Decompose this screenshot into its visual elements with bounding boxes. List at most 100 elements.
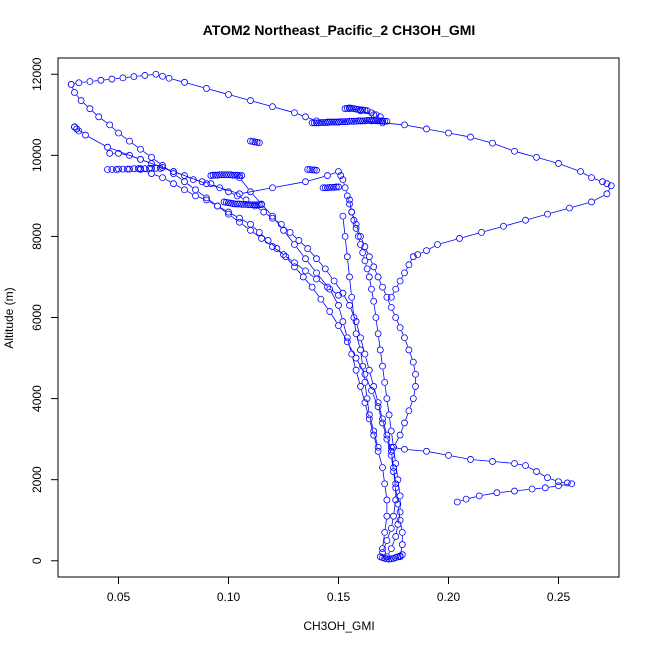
data-point	[225, 199, 232, 207]
connector-line	[83, 102, 88, 107]
data-point	[302, 267, 309, 275]
data-point	[603, 180, 611, 188]
data-point	[599, 178, 606, 186]
data-point	[291, 263, 298, 271]
data-point	[383, 435, 391, 443]
data-point	[152, 70, 160, 78]
data-point	[500, 222, 507, 230]
connector-line	[413, 365, 416, 371]
connector-line	[353, 320, 357, 331]
data-point	[374, 273, 382, 281]
data-point	[354, 117, 362, 125]
data-point	[218, 171, 226, 179]
connector-line	[594, 195, 604, 201]
data-point	[335, 301, 342, 309]
connector-line	[121, 134, 127, 140]
data-point	[291, 241, 298, 248]
connector-line	[252, 194, 260, 202]
connector-line	[331, 292, 338, 303]
data-point	[401, 419, 408, 427]
data-point	[387, 447, 395, 455]
data-point	[222, 171, 230, 179]
connector-line	[384, 519, 387, 529]
connector-line	[275, 181, 303, 188]
connector-line	[198, 191, 204, 197]
data-layer	[67, 70, 615, 563]
data-point	[361, 117, 369, 125]
data-point	[533, 153, 540, 161]
data-point	[302, 178, 309, 186]
data-point	[352, 117, 360, 125]
connector-line	[360, 353, 363, 363]
connector-line	[379, 280, 382, 285]
data-point	[588, 198, 595, 206]
data-series	[339, 212, 382, 451]
data-point	[555, 482, 562, 490]
connector-line	[378, 405, 382, 416]
y-axis: 0 2000 4000 6000 8000 10000 12000	[30, 57, 59, 564]
data-point	[273, 245, 281, 252]
data-point	[211, 171, 219, 179]
data-point	[220, 171, 228, 179]
connector-line	[561, 164, 578, 171]
data-point	[374, 117, 382, 125]
data-point	[220, 198, 228, 206]
connector-line	[550, 478, 556, 481]
x-tick-label: 0.05	[107, 590, 131, 604]
connector-line	[392, 539, 395, 546]
data-series	[319, 183, 342, 192]
data-point	[361, 257, 369, 265]
data-point	[381, 378, 389, 386]
data-point	[95, 113, 103, 121]
connector-line	[318, 261, 324, 267]
data-point	[126, 137, 133, 145]
data-point	[361, 350, 369, 358]
data-point	[119, 74, 127, 82]
connector-line	[143, 160, 149, 163]
connector-line	[397, 283, 399, 287]
data-point	[253, 201, 261, 209]
data-point	[381, 117, 389, 125]
data-point	[108, 75, 116, 83]
data-point	[346, 200, 353, 208]
data-point	[392, 314, 400, 321]
data-point	[528, 485, 536, 493]
data-point	[376, 117, 384, 125]
data-point	[97, 76, 105, 84]
data-point	[304, 166, 312, 173]
data-point	[346, 104, 353, 112]
data-point	[231, 200, 239, 208]
connector-line	[394, 447, 402, 450]
connector-line	[209, 201, 215, 205]
data-point	[396, 508, 404, 516]
data-point	[214, 202, 221, 210]
connector-line	[154, 174, 160, 177]
data-point	[363, 395, 371, 402]
connector-line	[292, 234, 297, 239]
connector-line	[309, 250, 315, 257]
data-point	[280, 226, 287, 234]
data-point	[383, 395, 391, 402]
connector-line	[352, 357, 356, 367]
data-point	[387, 524, 395, 532]
data-point	[115, 149, 122, 157]
connector-line	[383, 422, 387, 432]
connector-line	[386, 402, 390, 412]
connector-line	[344, 296, 349, 303]
data-point	[346, 273, 353, 281]
connector-line	[101, 118, 108, 124]
connector-line	[313, 289, 320, 297]
connector-line	[440, 238, 457, 244]
data-point	[361, 370, 369, 378]
connector-line	[285, 232, 293, 242]
connector-line	[451, 133, 468, 137]
data-point	[379, 117, 386, 125]
data-point	[339, 289, 347, 297]
data-point	[335, 168, 342, 175]
data-point	[337, 118, 345, 126]
data-point	[357, 241, 364, 248]
connector-line	[528, 214, 545, 220]
data-series	[346, 196, 419, 451]
data-point	[462, 495, 470, 503]
data-point	[348, 293, 356, 301]
